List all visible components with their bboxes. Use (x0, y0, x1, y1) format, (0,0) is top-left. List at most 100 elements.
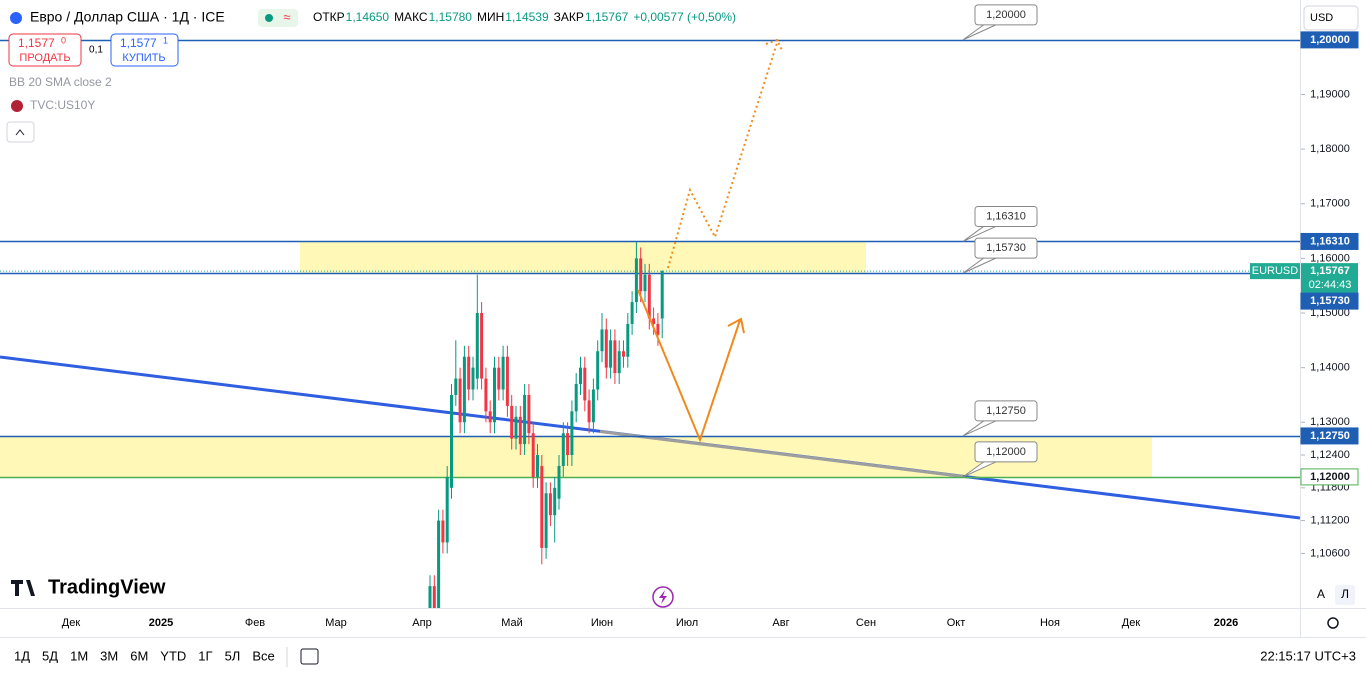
ohlc-label: ОТКР (313, 10, 345, 24)
candle-body (596, 351, 600, 390)
candle-body (566, 433, 570, 456)
candle-body (480, 313, 484, 379)
candle-body (518, 416, 522, 445)
x-tick-label: Сен (856, 617, 876, 629)
flag-icon (11, 100, 23, 112)
range-btn[interactable]: 5Д (42, 648, 58, 663)
callout (974, 4, 1038, 26)
level-box-label: 1,20000 (1310, 34, 1350, 46)
range-btn[interactable]: 6М (130, 648, 148, 663)
countdown: 02:44:43 (1309, 279, 1352, 291)
spread: 0,1 (89, 45, 103, 56)
ohlc-label: МИН (477, 10, 504, 24)
scale-btn[interactable] (1311, 585, 1331, 605)
y-tick-label: 1,12400 (1310, 449, 1350, 461)
sell-price: 1,1577 (18, 36, 55, 50)
callout-label: 1,20000 (986, 9, 1026, 21)
ohlc-value: 1,14650 (346, 10, 390, 24)
x-tick-label: Окт (947, 617, 966, 629)
arrow-head (727, 317, 745, 334)
last-price-box (1301, 263, 1358, 294)
candle-body (501, 356, 505, 390)
candle-body (458, 378, 462, 423)
y-tick-label: 1,17000 (1310, 198, 1350, 210)
ohlc-label: ЗАКР (554, 10, 584, 24)
range-btn[interactable]: 5Л (225, 648, 241, 663)
candle-body (570, 411, 574, 456)
y-tick-label: 1,16000 (1310, 252, 1350, 264)
candle-body (639, 258, 643, 292)
candle-body (652, 318, 656, 324)
y-tick-label: 1,13000 (1310, 416, 1350, 428)
callout-pointer (962, 224, 999, 242)
ui: 1,20000 1,16310 1,15730 1,12750 1,12000 1,200… (6, 4, 1359, 667)
symbol-tag (1250, 263, 1300, 280)
symbol-tag-label: EURUSD (1252, 265, 1299, 277)
x-tick-label: Дек (62, 617, 81, 629)
last-price-label: 1,15767 (1310, 265, 1350, 277)
y-tick-label: 1,15000 (1310, 307, 1350, 319)
sell-btn[interactable] (8, 33, 82, 67)
ohlc-value: 1,15780 (429, 10, 473, 24)
level-box-label: 1,12000 (1310, 471, 1350, 483)
candle-body (467, 356, 471, 390)
candle-body (527, 394, 531, 434)
candle-body (536, 455, 539, 477)
scale-btn[interactable] (1335, 585, 1355, 605)
forecast-path (667, 39, 779, 269)
candle-body (505, 356, 509, 406)
candle-body (510, 405, 514, 439)
collapse-icon (15, 129, 25, 136)
range-btn[interactable]: 1М (70, 648, 88, 663)
callout (974, 400, 1038, 422)
buy-sup: 1 (163, 35, 168, 45)
candle-body (591, 389, 595, 423)
candle-body (557, 465, 561, 499)
candle-body (634, 258, 638, 303)
x-tick-label: Мар (325, 617, 347, 629)
indicator: BB 20 SMA close 2 (9, 75, 112, 89)
zone (0, 435, 1152, 477)
candle-body (454, 378, 458, 395)
level-box (1300, 468, 1359, 486)
buy-btn[interactable] (110, 33, 179, 67)
candle-body (647, 274, 651, 319)
callout (974, 441, 1038, 463)
collapse-btn[interactable] (6, 121, 35, 143)
candle-body (587, 400, 591, 423)
level-box-label: 1,16310 (1310, 235, 1350, 247)
range-btn[interactable]: 1Г (198, 648, 212, 663)
y-tick-label: 1,18000 (1310, 143, 1350, 155)
candle-body (462, 356, 466, 423)
zone (300, 241, 866, 274)
candle-body (561, 433, 565, 466)
settings-icon[interactable] (1327, 617, 1339, 629)
callout-pointer (962, 256, 999, 274)
range-btn[interactable]: 3М (100, 648, 118, 663)
currency: USD (1310, 12, 1333, 24)
x-tick-label: Авг (772, 617, 789, 629)
callout-pointer (962, 23, 999, 41)
currency-btn[interactable] (1303, 5, 1359, 31)
logo: TradingView (48, 576, 166, 598)
candle-body (579, 367, 582, 385)
scale-btn-label: Л (1341, 587, 1349, 601)
level-box (1300, 31, 1359, 49)
calendar-icon[interactable] (300, 648, 319, 665)
range-btn[interactable]: Все (252, 648, 274, 663)
candle-body (544, 493, 548, 548)
candle-body (574, 384, 578, 412)
callout-label: 1,16310 (986, 210, 1026, 222)
candle-body (540, 465, 544, 548)
y-tick-label: 1,19000 (1310, 88, 1350, 100)
range-btn[interactable]: 1Д (14, 648, 30, 663)
candle-body (445, 476, 449, 543)
x-tick-label: Май (501, 617, 523, 629)
x-tick-label: Ноя (1040, 617, 1060, 629)
level-box (1300, 232, 1359, 250)
candle-body (643, 274, 647, 292)
candle-body (432, 586, 436, 608)
x-tick-label: Фев (245, 617, 265, 629)
callout (974, 237, 1038, 259)
range-btn[interactable]: YTD (160, 648, 186, 663)
